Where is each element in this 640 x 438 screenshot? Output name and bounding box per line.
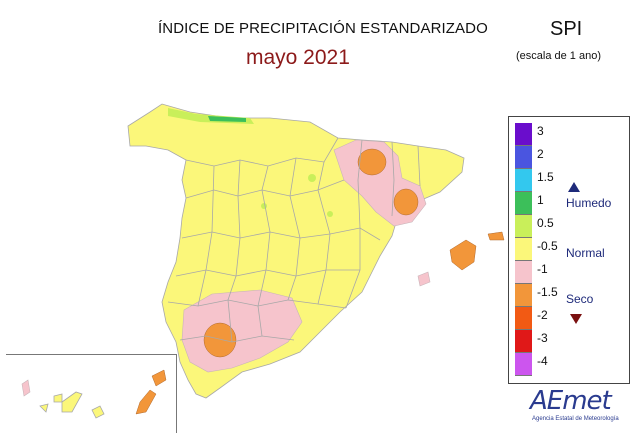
canary-inset-frame [6, 354, 177, 433]
legend-tick-label: 2 [537, 147, 544, 161]
peninsula-land [127, 103, 465, 399]
legend-color-bar [515, 123, 532, 376]
legend-tick-label: -2 [537, 308, 548, 322]
period-subtitle: mayo 2021 [246, 46, 350, 69]
legend-humid-label: Humedo [566, 196, 612, 210]
dry-arrow-icon [570, 314, 582, 324]
province-borders [167, 137, 421, 343]
southwest-dry-area [181, 289, 303, 373]
legend-swatch [515, 192, 532, 215]
humid-arrow-icon [568, 182, 580, 192]
lanzarote [151, 369, 167, 387]
legend-swatch [515, 284, 532, 307]
ibiza [417, 271, 431, 287]
canary-islands [21, 369, 167, 419]
logo-wordmark: AEmet [530, 386, 612, 416]
legend-tick-label: -4 [537, 354, 548, 368]
legend-swatch [515, 261, 532, 284]
legend-swatch [515, 353, 532, 376]
southwest-very-dry [203, 322, 237, 358]
legend-swatch [515, 215, 532, 238]
legend-normal-label: Normal [566, 246, 605, 260]
mallorca [449, 239, 477, 271]
legend-tick-label: 3 [537, 124, 544, 138]
legend-swatch [515, 307, 532, 330]
legend-tick-label: -1 [537, 262, 548, 276]
interior-wet-spot-3 [327, 211, 333, 217]
scale-note: (escala de 1 ano) [516, 50, 601, 62]
legend-swatch [515, 146, 532, 169]
legend-tick-label: 1 [537, 193, 544, 207]
legend-swatch [515, 330, 532, 353]
legend-swatch [515, 169, 532, 192]
legend-swatch [515, 238, 532, 261]
tenerife [61, 391, 83, 413]
el-hierro [39, 403, 49, 413]
aemet-logo: AEmet Agencia Estatal de Meteorología [530, 386, 619, 422]
legend-tick-label: 0.5 [537, 216, 554, 230]
northeast-very-dry [357, 148, 387, 176]
legend: 3 2 1.5 1 0.5 -0.5 -1 -1.5 -2 -3 -4 [508, 116, 630, 384]
legend-tick-label: -3 [537, 331, 548, 345]
east-coast-very-dry [393, 188, 419, 216]
gran-canaria [91, 405, 105, 419]
legend-tick-label: -0.5 [537, 239, 558, 253]
legend-swatch [515, 123, 532, 146]
index-name: SPI [550, 18, 583, 40]
page-title: ÍNDICE DE PRECIPITACIÓN ESTANDARIZADO [158, 20, 488, 37]
legend-tick-label: 1.5 [537, 170, 554, 184]
legend-dry-label: Seco [566, 292, 594, 306]
fuerteventura [135, 389, 157, 415]
menorca [487, 231, 505, 241]
interior-wet-spot-2 [261, 203, 267, 209]
north-very-wet [208, 116, 246, 122]
logo-subtitle: Agencia Estatal de Meteorología [532, 416, 619, 422]
legend-tick-label: -1.5 [537, 285, 558, 299]
la-palma [21, 379, 31, 397]
interior-wet-spot [308, 174, 316, 182]
